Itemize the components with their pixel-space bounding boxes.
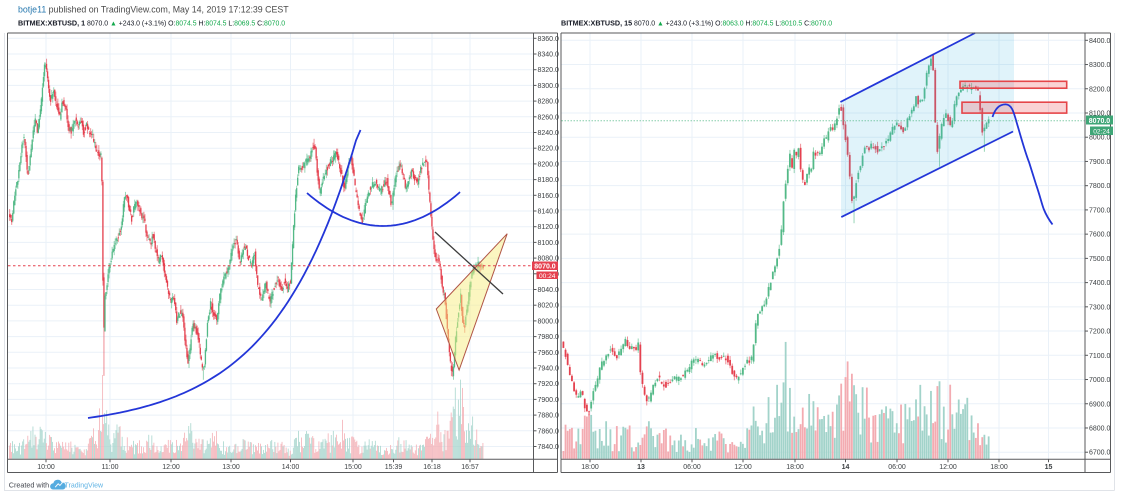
svg-text:8300.0: 8300.0 [538, 83, 560, 90]
svg-text:7800.0: 7800.0 [1089, 183, 1111, 190]
svg-text:TradingView: TradingView [65, 483, 104, 490]
svg-text:8080.0: 8080.0 [538, 256, 560, 263]
svg-text:12:00: 12:00 [162, 464, 180, 471]
svg-text:8040.0: 8040.0 [538, 287, 560, 294]
svg-text:7400.0: 7400.0 [1089, 280, 1111, 287]
svg-text:6900.0: 6900.0 [1089, 401, 1111, 408]
svg-text:7940.0: 7940.0 [538, 366, 560, 373]
svg-text:8180.0: 8180.0 [538, 177, 560, 184]
svg-text:6800.0: 6800.0 [1089, 425, 1111, 432]
svg-text:02:24: 02:24 [1093, 128, 1110, 135]
svg-text:8120.0: 8120.0 [538, 224, 560, 231]
svg-text:15:00: 15:00 [344, 464, 362, 471]
svg-text:7000.0: 7000.0 [1089, 377, 1111, 384]
svg-text:14:00: 14:00 [282, 464, 300, 471]
svg-text:8300.0: 8300.0 [1089, 62, 1111, 69]
svg-text:7700.0: 7700.0 [1089, 207, 1111, 214]
svg-text:7920.0: 7920.0 [538, 381, 560, 388]
svg-text:BITMEX:XBTUSD, 15 8070.0 ▲ +2: BITMEX:XBTUSD, 15 8070.0 ▲ +243.0 (+3.1%… [561, 19, 832, 28]
svg-text:7840.0: 7840.0 [538, 444, 560, 451]
svg-text:botje11 published on TradingVi: botje11 published on TradingView.com, Ma… [18, 5, 289, 15]
svg-text:7500.0: 7500.0 [1089, 256, 1111, 263]
svg-text:7880.0: 7880.0 [538, 413, 560, 420]
svg-text:8220.0: 8220.0 [538, 146, 560, 153]
svg-text:8100.0: 8100.0 [1089, 110, 1111, 117]
svg-text:8200.0: 8200.0 [538, 161, 560, 168]
svg-text:18:00: 18:00 [786, 464, 804, 471]
svg-text:7860.0: 7860.0 [538, 428, 560, 435]
svg-text:8000.0: 8000.0 [1089, 135, 1111, 142]
svg-text:06:00: 06:00 [683, 464, 701, 471]
svg-text:8200.0: 8200.0 [1089, 86, 1111, 93]
svg-text:15:39: 15:39 [385, 464, 403, 471]
svg-text:8070.0: 8070.0 [1089, 118, 1111, 125]
svg-text:8400.0: 8400.0 [1089, 38, 1111, 45]
svg-text:12:00: 12:00 [734, 464, 752, 471]
svg-text:8100.0: 8100.0 [538, 240, 560, 247]
svg-text:8340.0: 8340.0 [538, 52, 560, 59]
svg-text:8260.0: 8260.0 [538, 114, 560, 121]
svg-text:8280.0: 8280.0 [538, 99, 560, 106]
svg-text:12:00: 12:00 [939, 464, 957, 471]
svg-text:8160.0: 8160.0 [538, 193, 560, 200]
svg-text:16:18: 16:18 [423, 464, 441, 471]
svg-text:7900.0: 7900.0 [538, 397, 560, 404]
svg-text:8070.0: 8070.0 [534, 263, 556, 270]
svg-text:06:00: 06:00 [888, 464, 906, 471]
svg-text:8360.0: 8360.0 [538, 36, 560, 43]
svg-text:15: 15 [1045, 464, 1053, 471]
svg-text:7600.0: 7600.0 [1089, 232, 1111, 239]
svg-text:16:57: 16:57 [461, 464, 479, 471]
svg-text:11:00: 11:00 [102, 464, 119, 471]
svg-text:7300.0: 7300.0 [1089, 304, 1111, 311]
svg-text:14: 14 [842, 464, 850, 471]
svg-text:7960.0: 7960.0 [538, 350, 560, 357]
svg-text:Created with: Created with [9, 481, 49, 490]
svg-text:8320.0: 8320.0 [538, 67, 560, 74]
svg-text:00:24: 00:24 [539, 273, 556, 280]
svg-text:8020.0: 8020.0 [538, 303, 560, 310]
svg-text:13: 13 [637, 464, 645, 471]
svg-text:7200.0: 7200.0 [1089, 329, 1111, 336]
svg-text:BITMEX:XBTUSD, 1 8070.0 ▲ +24: BITMEX:XBTUSD, 1 8070.0 ▲ +243.0 (+3.1%)… [18, 19, 285, 28]
svg-text:18:00: 18:00 [990, 464, 1008, 471]
svg-text:8140.0: 8140.0 [538, 209, 560, 216]
svg-text:7900.0: 7900.0 [1089, 159, 1111, 166]
svg-text:7980.0: 7980.0 [538, 334, 560, 341]
svg-text:6700.0: 6700.0 [1089, 450, 1111, 457]
svg-text:7100.0: 7100.0 [1089, 353, 1111, 360]
svg-text:8000.0: 8000.0 [538, 318, 560, 325]
svg-text:8240.0: 8240.0 [538, 130, 560, 137]
svg-text:10:00: 10:00 [37, 464, 55, 471]
svg-text:18:00: 18:00 [581, 464, 599, 471]
svg-text:13:00: 13:00 [222, 464, 240, 471]
